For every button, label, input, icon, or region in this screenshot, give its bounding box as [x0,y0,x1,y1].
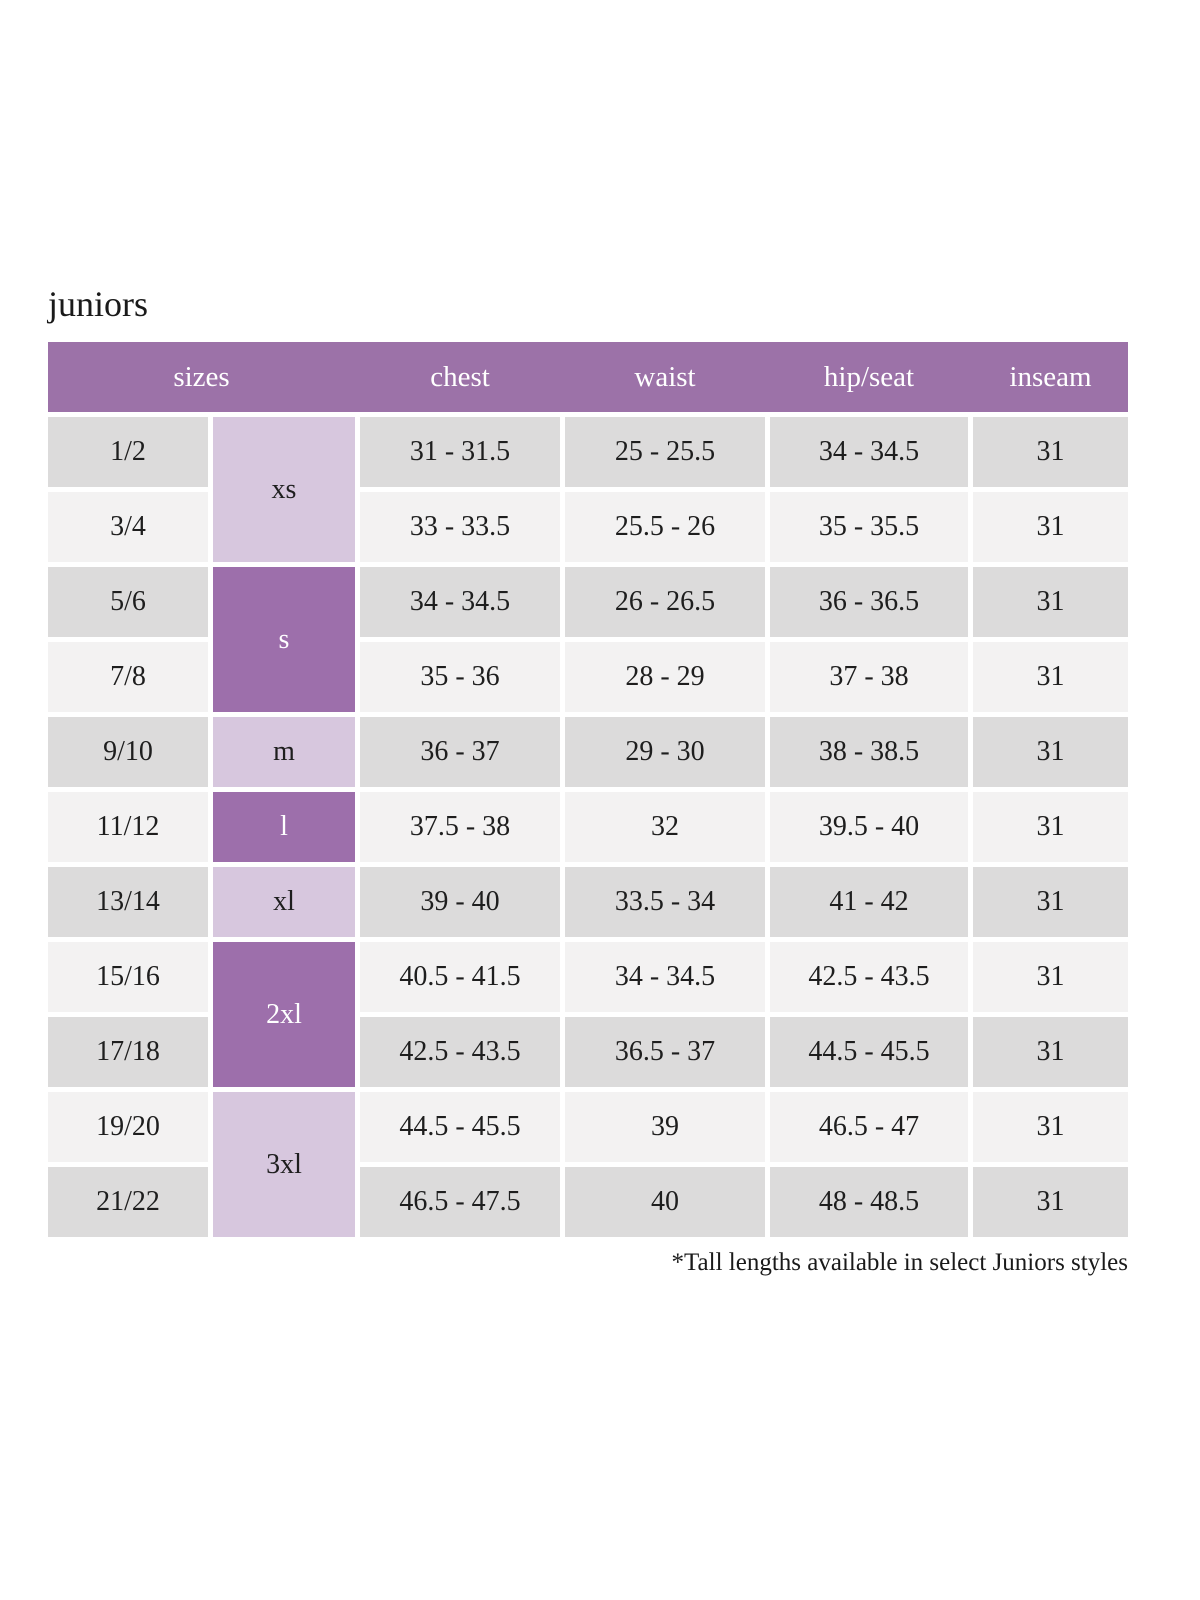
chest-cell: 42.5 - 43.5 [360,1017,560,1087]
page-title: juniors [48,284,149,324]
letter-size-cell: s [213,567,355,712]
chest-cell: 35 - 36 [360,642,560,712]
size-cell: 21/22 [48,1167,208,1237]
size-cell: 11/12 [48,792,208,862]
waist-cell: 33.5 - 34 [565,867,765,937]
chest-cell: 31 - 31.5 [360,417,560,487]
size-cell: 15/16 [48,942,208,1012]
waist-cell: 25 - 25.5 [565,417,765,487]
inseam-cell: 31 [973,1017,1128,1087]
hip-seat-cell: 34 - 34.5 [770,417,968,487]
hip-seat-cell: 44.5 - 45.5 [770,1017,968,1087]
hip-seat-cell: 36 - 36.5 [770,567,968,637]
size-cell: 13/14 [48,867,208,937]
letter-size-cell: l [213,792,355,862]
letter-size-cell: 2xl [213,942,355,1087]
tall-lengths-footnote: *Tall lengths available in select Junior… [671,1249,1128,1276]
size-cell: 7/8 [48,642,208,712]
inseam-cell: 31 [973,417,1128,487]
chest-cell: 33 - 33.5 [360,492,560,562]
hip-seat-cell: 42.5 - 43.5 [770,942,968,1012]
waist-cell: 25.5 - 26 [565,492,765,562]
waist-cell: 28 - 29 [565,642,765,712]
size-chart-section: juniors sizes chest waist hip/seat insea… [48,282,1128,1277]
chest-cell: 37.5 - 38 [360,792,560,862]
waist-cell: 40 [565,1167,765,1237]
inseam-cell: 31 [973,717,1128,787]
column-header-inseam: inseam [1009,360,1092,393]
waist-cell: 29 - 30 [565,717,765,787]
size-cell: 5/6 [48,567,208,637]
chest-cell: 34 - 34.5 [360,567,560,637]
column-header-chest: chest [430,360,490,393]
inseam-cell: 31 [973,642,1128,712]
letter-size-cell: xs [213,417,355,562]
chest-cell: 39 - 40 [360,867,560,937]
waist-cell: 26 - 26.5 [565,567,765,637]
letter-size-cell: m [213,717,355,787]
hip-seat-cell: 39.5 - 40 [770,792,968,862]
hip-seat-cell: 41 - 42 [770,867,968,937]
chest-cell: 46.5 - 47.5 [360,1167,560,1237]
size-cell: 19/20 [48,1092,208,1162]
chest-cell: 44.5 - 45.5 [360,1092,560,1162]
hip-seat-cell: 48 - 48.5 [770,1167,968,1237]
inseam-cell: 31 [973,492,1128,562]
column-header-sizes: sizes [173,360,230,393]
hip-seat-cell: 35 - 35.5 [770,492,968,562]
hip-seat-cell: 38 - 38.5 [770,717,968,787]
chest-cell: 40.5 - 41.5 [360,942,560,1012]
waist-cell: 36.5 - 37 [565,1017,765,1087]
letter-size-cell: 3xl [213,1092,355,1237]
inseam-cell: 31 [973,567,1128,637]
waist-cell: 32 [565,792,765,862]
waist-cell: 34 - 34.5 [565,942,765,1012]
inseam-cell: 31 [973,792,1128,862]
inseam-cell: 31 [973,1092,1128,1162]
size-table-body: 1/2 xs 31 - 31.5 25 - 25.5 34 - 34.5 31 … [48,417,1128,1237]
hip-seat-cell: 46.5 - 47 [770,1092,968,1162]
chest-cell: 36 - 37 [360,717,560,787]
column-header-hip-seat: hip/seat [823,360,915,393]
size-cell: 3/4 [48,492,208,562]
size-cell: 1/2 [48,417,208,487]
hip-seat-cell: 37 - 38 [770,642,968,712]
size-cell: 9/10 [48,717,208,787]
size-cell: 17/18 [48,1017,208,1087]
inseam-cell: 31 [973,867,1128,937]
column-header-waist: waist [634,360,696,393]
waist-cell: 39 [565,1092,765,1162]
table-header-row: sizes chest waist hip/seat inseam [48,342,1128,412]
letter-size-cell: xl [213,867,355,937]
inseam-cell: 31 [973,942,1128,1012]
inseam-cell: 31 [973,1167,1128,1237]
